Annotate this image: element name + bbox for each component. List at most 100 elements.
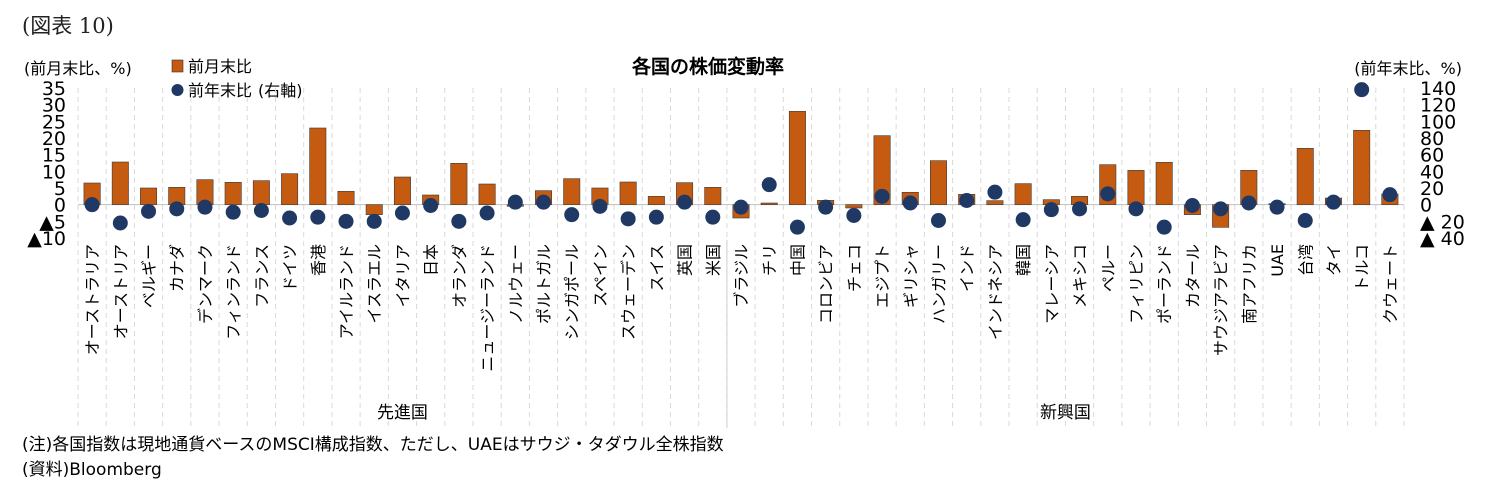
- left-tick-label: 20: [42, 128, 66, 150]
- right-tick-label: 40: [1420, 161, 1444, 183]
- dot-スペイン: [592, 198, 608, 214]
- category-label: コロンビア: [817, 244, 836, 324]
- source-note: (資料)Bloomberg: [22, 460, 162, 480]
- dot-ペルー: [1100, 186, 1116, 202]
- category-label: ペルー: [1099, 244, 1118, 292]
- category-label: 中国: [788, 244, 807, 276]
- category-label: フランス: [252, 244, 271, 308]
- dot-スイス: [648, 209, 664, 225]
- category-label: ポルトガル: [535, 244, 554, 324]
- dot-メキシコ: [1072, 201, 1088, 217]
- category-label: 南アフリカ: [1240, 244, 1259, 324]
- dot-オーストラリア: [84, 197, 100, 213]
- bar-イタリア: [393, 176, 411, 205]
- category-label: トルコ: [1353, 244, 1372, 292]
- dot-シンガポール: [564, 207, 580, 223]
- category-label: スペイン: [591, 244, 610, 307]
- dot-ブラジル: [733, 199, 749, 215]
- bar-フランス: [252, 180, 270, 205]
- right-tick-label: 120: [1420, 95, 1456, 117]
- category-label: カナダ: [168, 244, 187, 292]
- category-label: オーストリア: [111, 244, 130, 339]
- dot-ポルトガル: [536, 194, 552, 210]
- right-tick-label: 20: [1420, 178, 1444, 200]
- dot-ノルウェー: [507, 194, 523, 210]
- dot-アイルランド: [338, 213, 354, 229]
- grid-layer: [77, 88, 1405, 428]
- bar-スイス: [647, 196, 665, 205]
- right-tick-label: 80: [1420, 128, 1444, 150]
- dot-ニュージーランド: [479, 205, 495, 221]
- right-tick-label: 100: [1420, 111, 1456, 133]
- bar-韓国: [1014, 183, 1032, 205]
- dot-ハンガリー: [930, 213, 946, 228]
- stock-change-chart: 各国の株価変動率 (前月末比、%) (前年末比、%) 前月末比 前年末比 (右軸…: [24, 55, 1465, 428]
- dot-イスラエル: [366, 213, 382, 229]
- category-label: ニュージーランド: [478, 244, 497, 372]
- dot-トルコ: [1354, 82, 1370, 98]
- category-label: フィンランド: [224, 244, 243, 340]
- category-label: 香港: [309, 244, 328, 276]
- legend-dot-label: 前年末比: [188, 81, 252, 100]
- dot-サウジアラビア: [1213, 201, 1229, 217]
- bar-米国: [704, 187, 722, 205]
- chart-title: 各国の株価変動率: [631, 55, 784, 78]
- category-label: エジプト: [873, 244, 892, 308]
- dot-フィリピン: [1128, 201, 1144, 217]
- category-label: チリ: [760, 244, 779, 276]
- left-tick-label: 30: [42, 95, 66, 117]
- bar-シンガポール: [563, 178, 581, 205]
- dot-イタリア: [394, 205, 410, 221]
- category-label: 米国: [704, 244, 723, 276]
- dot-カナダ: [169, 201, 185, 217]
- dot-フィンランド: [225, 204, 241, 220]
- legend-dot-swatch: [171, 84, 184, 96]
- left-tick-label: ▲10: [27, 228, 66, 250]
- left-tick-label: 10: [42, 161, 66, 183]
- category-label: ポーランド: [1155, 244, 1174, 324]
- bar-トルコ: [1353, 130, 1371, 205]
- bar-ベルギー: [140, 187, 158, 205]
- category-label: ノルウェー: [506, 244, 525, 324]
- bar-オランダ: [450, 163, 468, 205]
- bar-インドネシア: [986, 200, 1004, 205]
- footnote: (注)各国指数は現地通貨ベースのMSCI構成指数、ただし、UAEはサウジ・タダウ…: [22, 435, 724, 455]
- dot-英国: [677, 194, 693, 210]
- category-label: インド: [958, 244, 977, 292]
- dot-クウェート: [1382, 187, 1398, 203]
- category-label: イスラエル: [365, 244, 384, 324]
- bar-チェコ: [845, 204, 863, 209]
- right-tick-label: ▲ 40: [1420, 228, 1465, 250]
- dot-ポーランド: [1156, 219, 1172, 235]
- bar-香港: [309, 127, 327, 205]
- bar-ドイツ: [281, 173, 299, 205]
- bar-オーストリア: [111, 161, 129, 205]
- left-axis-unit-label: (前月末比、%): [24, 59, 132, 78]
- dot-台湾: [1297, 213, 1313, 228]
- dot-コロンビア: [818, 199, 834, 215]
- dot-スウェーデン: [620, 211, 636, 227]
- category-label: カタール: [1183, 244, 1202, 308]
- left-tick-label: 25: [42, 111, 66, 133]
- category-label: クウェート: [1381, 244, 1400, 324]
- group-label: 先進国: [377, 403, 428, 423]
- bar-アイルランド: [337, 191, 355, 205]
- dot-日本: [423, 198, 439, 213]
- category-label: メキシコ: [1071, 244, 1090, 308]
- category-label: サウジアラビア: [1212, 244, 1231, 356]
- category-label: UAE: [1268, 244, 1287, 277]
- right-tick-label: 60: [1420, 145, 1444, 167]
- bar-スウェーデン: [619, 181, 637, 205]
- bar-ハンガリー: [930, 160, 947, 205]
- left-tick-label: 0: [54, 195, 66, 217]
- category-label: デンマーク: [196, 244, 215, 324]
- right-tick-label: ▲ 20: [1420, 211, 1465, 233]
- category-label: タイ: [1324, 244, 1343, 276]
- left-tick-label: 35: [42, 78, 66, 100]
- category-label: ドイツ: [281, 244, 300, 292]
- dot-オーストリア: [112, 215, 128, 231]
- category-label: チェコ: [845, 244, 864, 292]
- dot-オランダ: [451, 213, 467, 229]
- group-labels: 先進国 新興国: [377, 240, 1091, 428]
- right-tick-label: 140: [1420, 78, 1456, 100]
